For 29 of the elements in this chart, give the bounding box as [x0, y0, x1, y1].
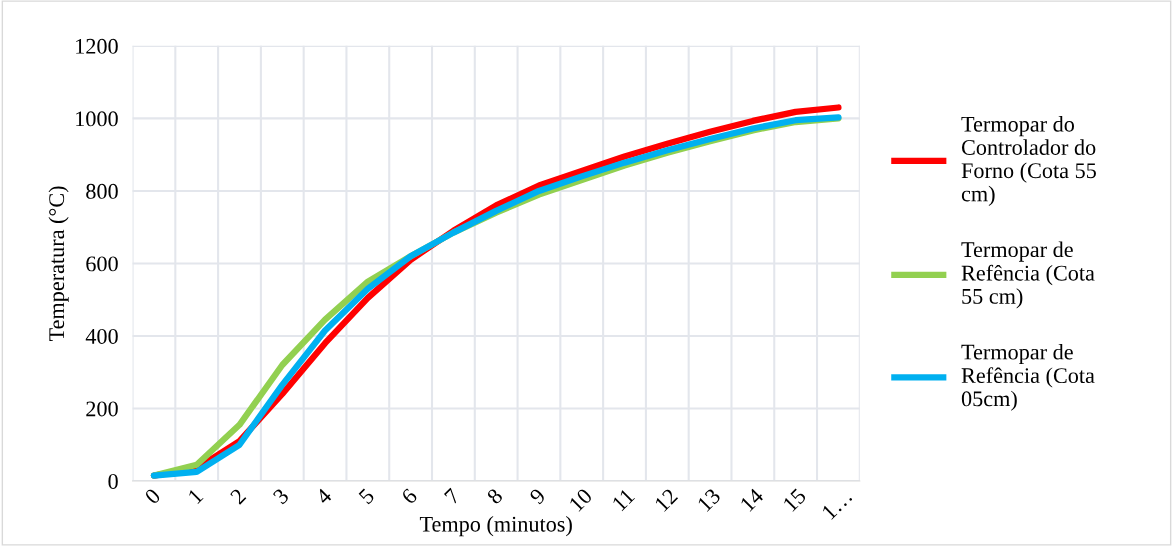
y-tick-label: 1000: [76, 111, 118, 127]
y-tick-label: 200: [86, 401, 118, 417]
y-tick-label: 400: [85, 328, 118, 344]
legend-label: Termopar de Refência (Cota 05cm): [961, 343, 1095, 411]
x-tick-label: 3: [272, 487, 290, 505]
x-tick-label: 7: [444, 487, 461, 505]
x-tick-label: 12: [654, 487, 679, 512]
x-tick-label: 8: [486, 487, 504, 505]
legend-label: Termopar do Controlador do Forno (Cota 55 cm): [961, 116, 1096, 206]
x-tick-label: 9: [528, 487, 547, 505]
y-tick-label: 1200: [76, 38, 118, 54]
y-tick-label: 0: [108, 473, 118, 489]
x-tick-label: 14: [739, 487, 765, 512]
y-axis-title: Temperatura (°C): [48, 186, 69, 342]
x-tick-label: 1…: [821, 488, 853, 520]
x-tick-label: 15: [782, 487, 807, 512]
x-tick-label: 4: [314, 487, 333, 506]
y-tick-label: 800: [86, 183, 118, 199]
x-tick-label: 13: [696, 487, 722, 512]
x-tick-label: 2: [229, 487, 247, 505]
legend-label: Termopar de Refência (Cota 55 cm): [961, 241, 1095, 309]
x-tick-label: 0: [143, 487, 162, 505]
x-tick-label: 6: [400, 487, 419, 505]
y-tick-label: 600: [86, 256, 118, 272]
x-axis-title: Tempo (minutos): [419, 516, 572, 537]
x-tick-label: 5: [358, 487, 376, 505]
x-tick-label: 10: [568, 487, 593, 512]
x-tick-label: 11: [611, 488, 635, 512]
x-tick-label: 1: [187, 488, 204, 504]
